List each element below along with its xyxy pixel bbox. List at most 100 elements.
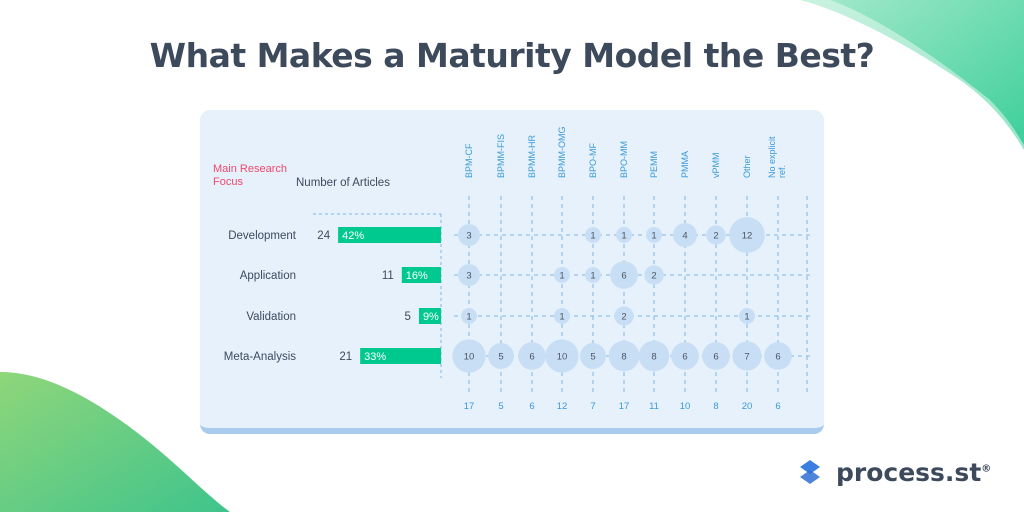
bubble-3-3 [545, 339, 579, 373]
share-bar-label-3: 33% [364, 351, 386, 363]
page-title: What Makes a Maturity Model the Best? [149, 36, 875, 75]
bubble-value-0-8: 2 [713, 231, 718, 242]
column-total-6: 11 [649, 401, 659, 412]
bubble-value-1-6: 2 [651, 271, 656, 282]
bubble-2-0 [461, 308, 477, 324]
article-count-1: 11 [382, 270, 394, 282]
bubble-value-3-4: 5 [590, 352, 595, 363]
column-label-8: vPMM [711, 153, 721, 179]
bubble-value-3-9: 7 [744, 352, 749, 363]
column-total-5: 17 [619, 401, 630, 412]
bubble-value-3-3: 10 [557, 352, 568, 363]
bubble-value-1-0: 3 [466, 271, 471, 282]
column-label-10-line2: ref. [777, 165, 787, 178]
bubble-value-3-0: 10 [464, 352, 475, 363]
share-bar-label-2: 9% [423, 311, 439, 323]
share-bar-2 [418, 308, 441, 324]
bubble-value-1-3: 1 [559, 271, 564, 282]
column-label-5: BPO-MM [619, 141, 629, 178]
bubble-3-8 [702, 342, 730, 370]
bubble-value-3-5: 8 [621, 352, 626, 363]
share-bar-0 [338, 227, 441, 243]
bubble-0-6 [646, 227, 662, 243]
main-research-focus-header: Main Research [213, 163, 287, 175]
column-label-3: BPMM-OMG [557, 127, 567, 179]
bubble-1-3 [554, 267, 570, 283]
number-of-articles-header: Number of Articles [296, 177, 390, 189]
bubble-2-3 [554, 308, 570, 324]
article-count-2: 5 [405, 311, 411, 323]
bubble-value-1-4: 1 [590, 271, 595, 282]
article-count-0: 24 [317, 230, 330, 242]
bubble-3-2 [518, 342, 546, 370]
bubble-3-5 [608, 340, 640, 372]
column-total-1: 5 [498, 401, 503, 412]
row-label-2: Validation [246, 311, 296, 323]
bubble-3-7 [671, 342, 699, 370]
main-research-focus-header-line2: Focus [213, 176, 243, 188]
bubble-1-6 [644, 265, 664, 285]
share-bar-3 [360, 348, 441, 364]
column-label-1: BPMM-FIS [496, 134, 506, 178]
bubble-0-0 [458, 224, 480, 246]
column-label-7: PMMA [680, 151, 690, 178]
bubble-value-0-5: 1 [621, 231, 626, 242]
bubble-1-0 [458, 264, 480, 286]
bubble-value-0-4: 1 [590, 231, 595, 242]
bubble-value-3-6: 8 [651, 352, 656, 363]
bubble-value-0-6: 1 [651, 231, 656, 242]
brand-name: process.st® [836, 457, 992, 487]
column-label-0: BPM-CF [464, 143, 474, 178]
column-total-8: 8 [713, 401, 718, 412]
bubble-value-3-2: 6 [529, 352, 534, 363]
article-count-3: 21 [339, 351, 352, 363]
column-label-2: BPMM-HR [527, 135, 537, 178]
row-label-1: Application [240, 270, 296, 282]
share-bar-label-0: 42% [342, 230, 364, 242]
bubble-value-2-5: 2 [621, 312, 626, 323]
bubble-0-8 [706, 225, 726, 245]
bubble-1-4 [585, 267, 601, 283]
bubble-3-0 [452, 339, 486, 373]
bubble-value-3-10: 6 [775, 352, 780, 363]
share-bar-label-1: 16% [406, 270, 428, 282]
bubble-value-3-8: 6 [713, 352, 718, 363]
bubble-value-0-9: 12 [742, 231, 753, 242]
bubble-0-7 [673, 223, 697, 247]
bubble-2-9 [739, 308, 755, 324]
bubble-2-5 [614, 306, 634, 326]
bubble-0-5 [616, 227, 632, 243]
column-total-9: 20 [742, 401, 753, 412]
process-st-logo-icon [800, 460, 820, 484]
bubble-value-2-3: 1 [559, 312, 564, 323]
column-total-4: 7 [590, 401, 595, 412]
bubble-3-10 [764, 342, 792, 370]
column-label-9: Other [742, 155, 752, 178]
row-label-3: Meta-Analysis [224, 351, 296, 363]
bubble-3-9 [732, 341, 762, 371]
row-label-0: Development [228, 230, 297, 242]
column-label-10: No explicit [767, 136, 777, 178]
bubble-3-4 [580, 343, 606, 369]
bubble-0-9 [729, 217, 765, 253]
chart-card [200, 110, 824, 434]
share-bar-1 [401, 267, 441, 283]
bubble-1-5 [610, 261, 638, 289]
column-total-2: 6 [529, 401, 534, 412]
bubble-3-6 [638, 340, 670, 372]
bubble-value-0-0: 3 [466, 231, 471, 242]
registered-mark: ® [981, 463, 992, 475]
bubble-value-3-7: 6 [682, 352, 687, 363]
column-total-0: 17 [464, 401, 475, 412]
bubble-value-2-9: 1 [744, 312, 749, 323]
column-label-4: BPO-MF [588, 142, 598, 178]
bubble-value-0-7: 4 [682, 231, 687, 242]
column-total-3: 12 [557, 401, 568, 412]
brand-logo: process.st® [796, 454, 991, 490]
bubble-value-1-5: 6 [621, 271, 626, 282]
column-total-10: 6 [775, 401, 780, 412]
bubble-3-1 [488, 343, 514, 369]
column-total-7: 10 [680, 401, 691, 412]
bubble-value-3-1: 5 [498, 352, 503, 363]
